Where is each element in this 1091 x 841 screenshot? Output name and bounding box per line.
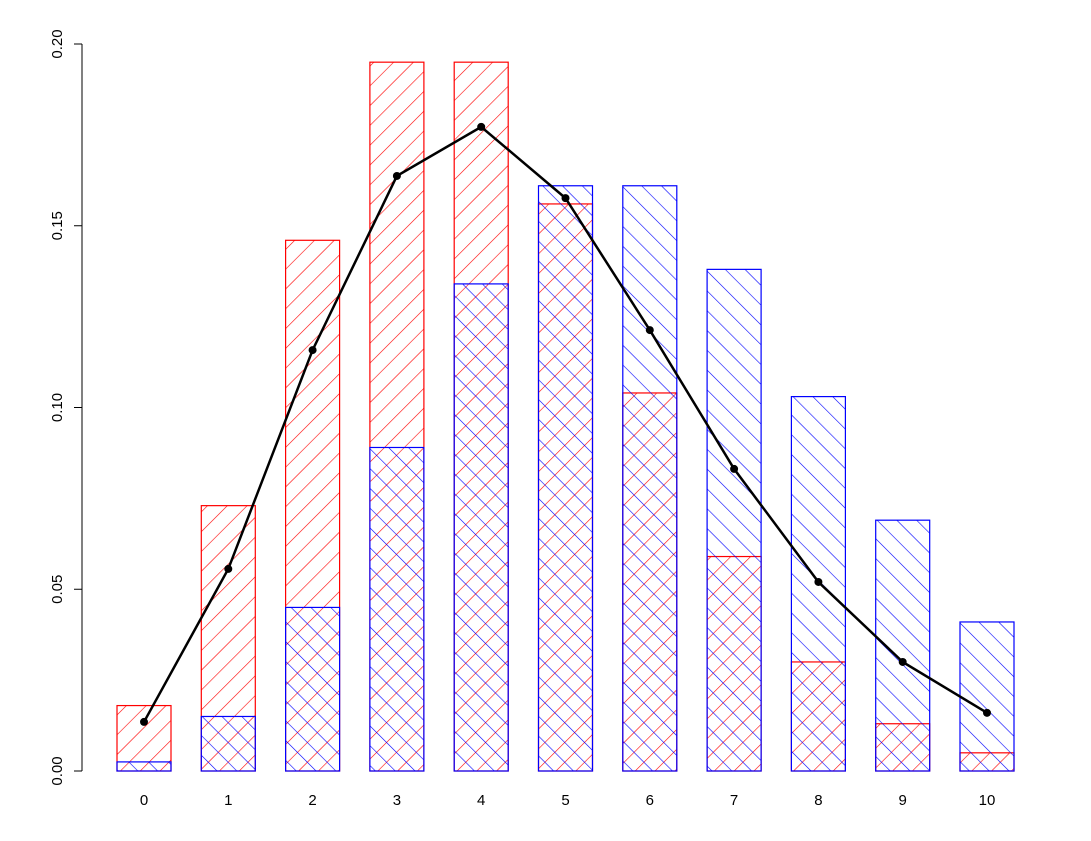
point [477,122,486,131]
bar [959,621,1015,772]
x-tick-label: 8 [814,792,822,809]
x-tick-label: 1 [224,792,232,809]
bar [706,268,762,772]
point [392,171,401,180]
x-tick-label: 5 [561,792,569,809]
bar [369,446,425,772]
point [140,717,148,726]
x-tick-label: 4 [477,792,485,809]
bar [116,761,172,772]
point [224,564,233,573]
point [561,194,570,203]
x-tick-label: 9 [899,792,907,809]
x-tick-label: 3 [393,792,401,809]
x-tick-label: 2 [308,792,316,809]
y-tick-label: 0.10 [49,393,66,422]
point [983,708,991,717]
bar [453,283,509,772]
y-tick-label: 0.05 [49,575,66,604]
point [645,326,654,335]
point [898,657,907,666]
point [730,464,739,473]
point [308,346,317,355]
x-tick-label: 10 [979,792,996,809]
bar [116,704,172,772]
bar [537,185,594,772]
bar [200,715,256,772]
y-tick-label: 0.00 [49,756,66,785]
bar [285,606,341,772]
y-tick-label: 0.15 [49,211,66,240]
x-tick-label: 0 [140,792,148,809]
x-tick-label: 7 [730,792,738,809]
y-tick-label: 0.20 [49,29,66,58]
bar [622,185,678,772]
x-tick-label: 6 [646,792,654,809]
point [814,577,823,586]
